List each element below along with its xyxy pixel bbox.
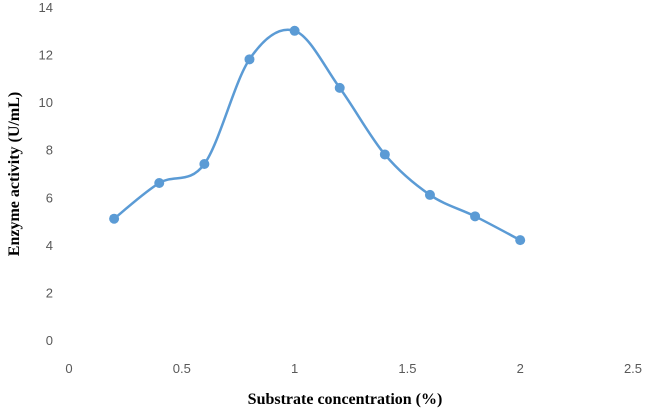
data-point <box>334 82 345 93</box>
x-axis-title: Substrate concentration (%) <box>248 391 443 408</box>
x-tick-label: 2 <box>517 361 524 376</box>
y-tick-label: 0 <box>46 333 53 348</box>
x-tick-label: 0 <box>65 361 72 376</box>
y-tick-label: 12 <box>39 48 53 63</box>
y-tick-label: 4 <box>46 238 53 253</box>
x-tick-label: 1.5 <box>398 361 416 376</box>
x-axis-tick-labels: 0 0.5 1 1.5 2 2.5 <box>65 361 642 376</box>
x-tick-label: 2.5 <box>624 361 642 376</box>
y-tick-label: 8 <box>46 143 53 158</box>
data-point <box>515 235 526 246</box>
y-axis-tick-labels: 0 2 4 6 8 10 12 14 <box>39 0 53 348</box>
x-tick-label: 0.5 <box>173 361 191 376</box>
series-line <box>113 28 521 242</box>
y-tick-label: 2 <box>46 285 53 300</box>
y-axis-title: Enzyme activity (U/mL) <box>6 92 23 256</box>
data-point <box>109 213 120 224</box>
data-point <box>244 54 255 65</box>
data-point <box>379 149 390 160</box>
y-tick-label: 6 <box>46 190 53 205</box>
data-point <box>424 189 435 200</box>
y-tick-label: 10 <box>39 95 53 110</box>
data-point <box>154 178 165 189</box>
y-tick-label: 14 <box>39 0 53 15</box>
data-points <box>109 25 526 246</box>
data-point <box>470 211 481 222</box>
data-point <box>199 158 210 169</box>
data-point <box>289 25 300 36</box>
x-tick-label: 1 <box>291 361 298 376</box>
